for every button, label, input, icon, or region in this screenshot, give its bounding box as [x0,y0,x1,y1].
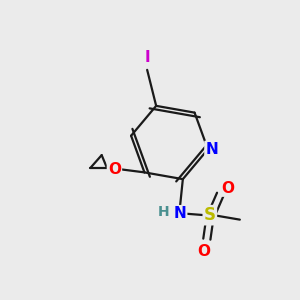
Text: O: O [221,181,234,196]
Text: N: N [206,142,218,157]
Text: N: N [173,206,186,221]
Text: H: H [158,205,169,219]
Text: O: O [197,244,210,259]
Text: S: S [204,206,216,224]
Text: O: O [108,162,121,177]
Text: I: I [144,50,150,65]
